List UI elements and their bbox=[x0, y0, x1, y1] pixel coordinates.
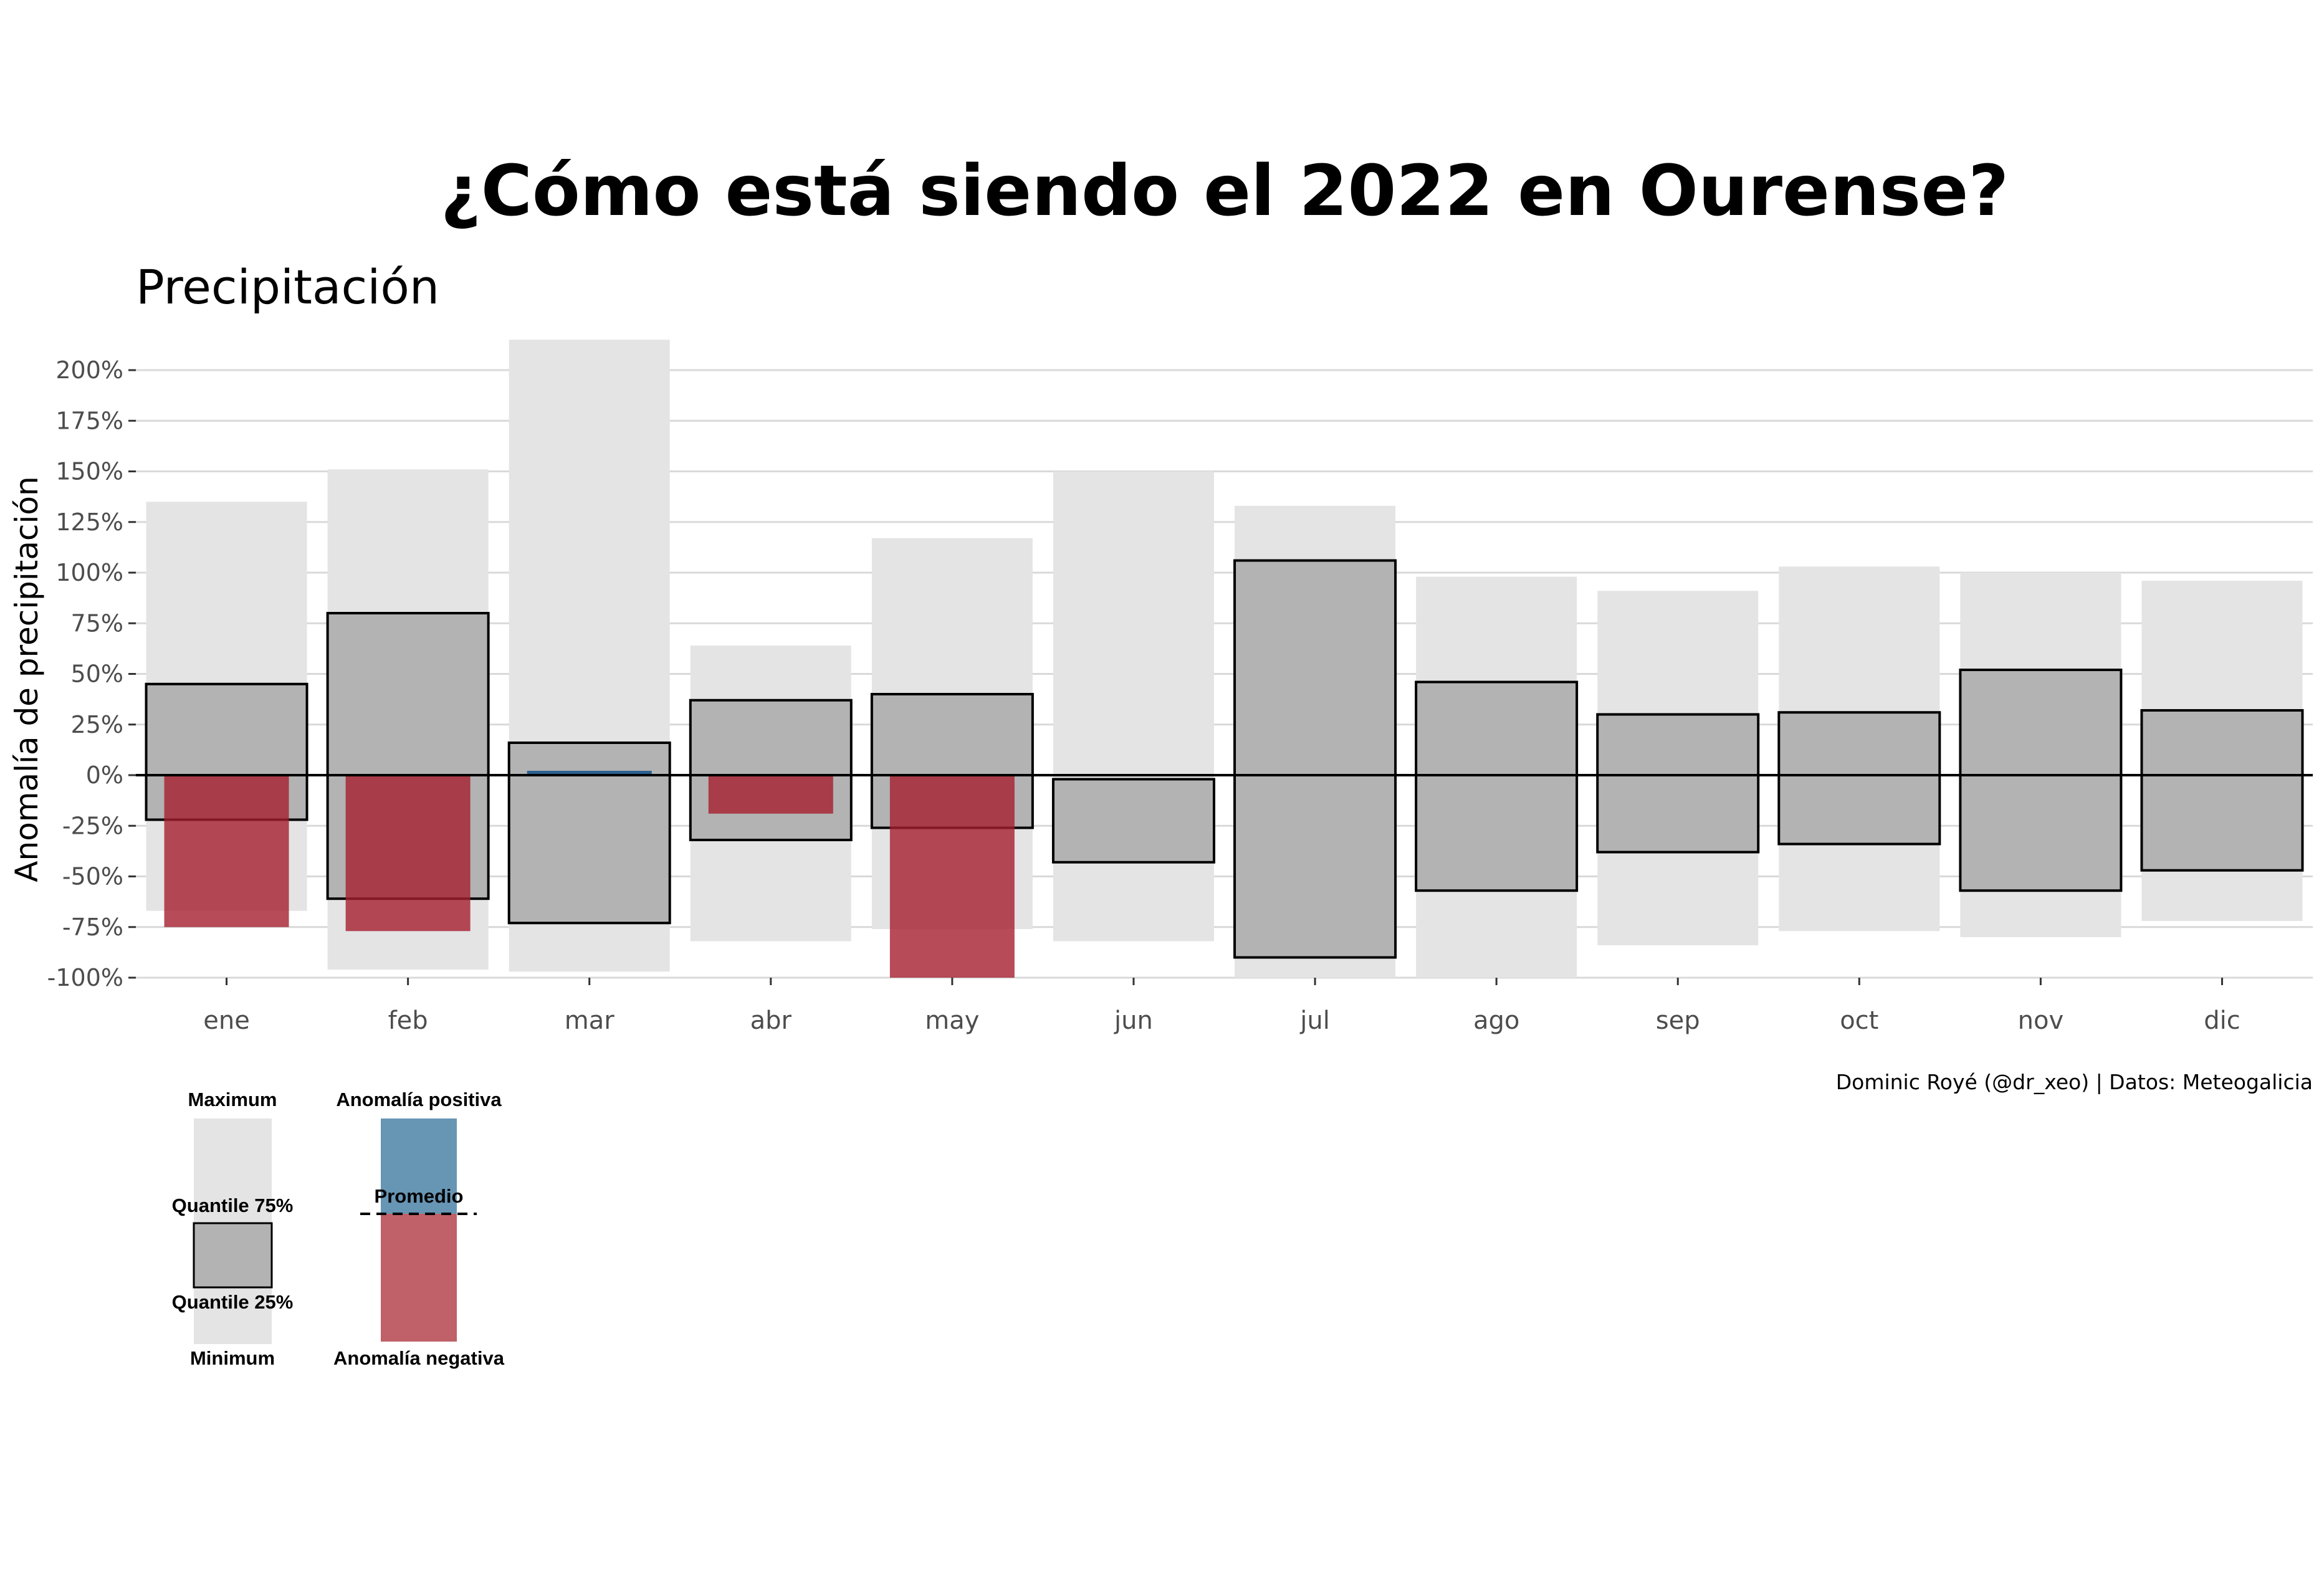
x-tick-label: abr bbox=[750, 1006, 792, 1035]
chart-title: ¿Cómo está siendo el 2022 en Ourense? bbox=[441, 151, 2009, 232]
y-axis-ticks: 200% 175% 150% 125% 100% 75% 50% 25% 0% -25% -50% -… bbox=[47, 356, 136, 991]
iqr-box bbox=[2140, 709, 2304, 872]
y-tick-label: -75% bbox=[62, 913, 123, 941]
x-tick-label: oct bbox=[1840, 1006, 1878, 1035]
y-tick-label: -50% bbox=[62, 863, 123, 890]
x-tick-label: mar bbox=[565, 1006, 614, 1035]
interquartile-boxes bbox=[145, 559, 2304, 959]
anomaly-bar bbox=[345, 775, 471, 932]
legend-positive-label: Anomalía positiva bbox=[336, 1089, 502, 1110]
anomaly-bar bbox=[527, 771, 652, 775]
iqr-box bbox=[689, 699, 853, 841]
y-axis-label: Anomalía de precipitación bbox=[9, 476, 45, 882]
iqr-box bbox=[1415, 680, 1579, 892]
anomaly-bar bbox=[708, 775, 833, 814]
y-tick-label: 0% bbox=[86, 761, 123, 789]
legend-minimum-label: Minimum bbox=[190, 1347, 275, 1369]
x-axis-ticks: ene feb mar abr may jun jul ago sep oct nov dic bbox=[203, 978, 2240, 1035]
legend-negative-label: Anomalía negativa bbox=[333, 1347, 505, 1369]
iqr-box bbox=[1051, 778, 1215, 864]
x-tick-label: feb bbox=[388, 1006, 428, 1035]
iqr-box bbox=[1777, 711, 1941, 846]
y-tick-label: 75% bbox=[71, 609, 123, 637]
y-tick-label: -25% bbox=[62, 812, 123, 839]
y-tick-label: 125% bbox=[55, 508, 123, 536]
x-tick-label: ago bbox=[1473, 1006, 1519, 1035]
y-tick-label: 150% bbox=[55, 458, 123, 485]
x-tick-label: nov bbox=[2018, 1006, 2064, 1035]
iqr-box bbox=[1233, 559, 1397, 959]
x-tick-label: ene bbox=[203, 1006, 250, 1035]
legend-positive-bar bbox=[381, 1118, 457, 1214]
y-tick-label: 200% bbox=[55, 356, 123, 384]
legend: Maximum Quantile 75% Quantile 25% Minimu… bbox=[172, 1089, 505, 1369]
y-tick-label: 100% bbox=[55, 559, 123, 586]
y-tick-label: -100% bbox=[47, 964, 123, 991]
y-tick-label: 25% bbox=[71, 711, 123, 738]
x-tick-label: jun bbox=[1114, 1006, 1153, 1035]
iqr-box bbox=[1959, 669, 2123, 892]
legend-q25-label: Quantile 25% bbox=[172, 1291, 294, 1313]
y-tick-label: 50% bbox=[71, 661, 123, 688]
grid-lines bbox=[136, 369, 2313, 979]
legend-q75-label: Quantile 75% bbox=[172, 1195, 294, 1216]
legend-negative-bar bbox=[381, 1214, 457, 1342]
anomaly-bar bbox=[889, 775, 1015, 978]
x-tick-label: jul bbox=[1299, 1006, 1330, 1035]
y-tick-label: 175% bbox=[55, 407, 123, 434]
chart-subtitle: Precipitación bbox=[136, 259, 439, 315]
range-bar bbox=[1053, 471, 1214, 942]
x-tick-label: may bbox=[925, 1006, 979, 1035]
legend-maximum-label: Maximum bbox=[188, 1089, 277, 1110]
iqr-box bbox=[507, 742, 671, 925]
anomaly-bar bbox=[164, 775, 289, 927]
anomaly-bars bbox=[164, 771, 1015, 978]
legend-iqr-box bbox=[193, 1222, 273, 1289]
chart-caption: Dominic Royé (@dr_xeo) | Datos: Meteogal… bbox=[1836, 1070, 2313, 1094]
iqr-box bbox=[1596, 713, 1760, 854]
x-tick-label: sep bbox=[1656, 1006, 1700, 1035]
x-tick-label: dic bbox=[2204, 1006, 2240, 1035]
legend-average-label: Promedio bbox=[375, 1185, 464, 1207]
